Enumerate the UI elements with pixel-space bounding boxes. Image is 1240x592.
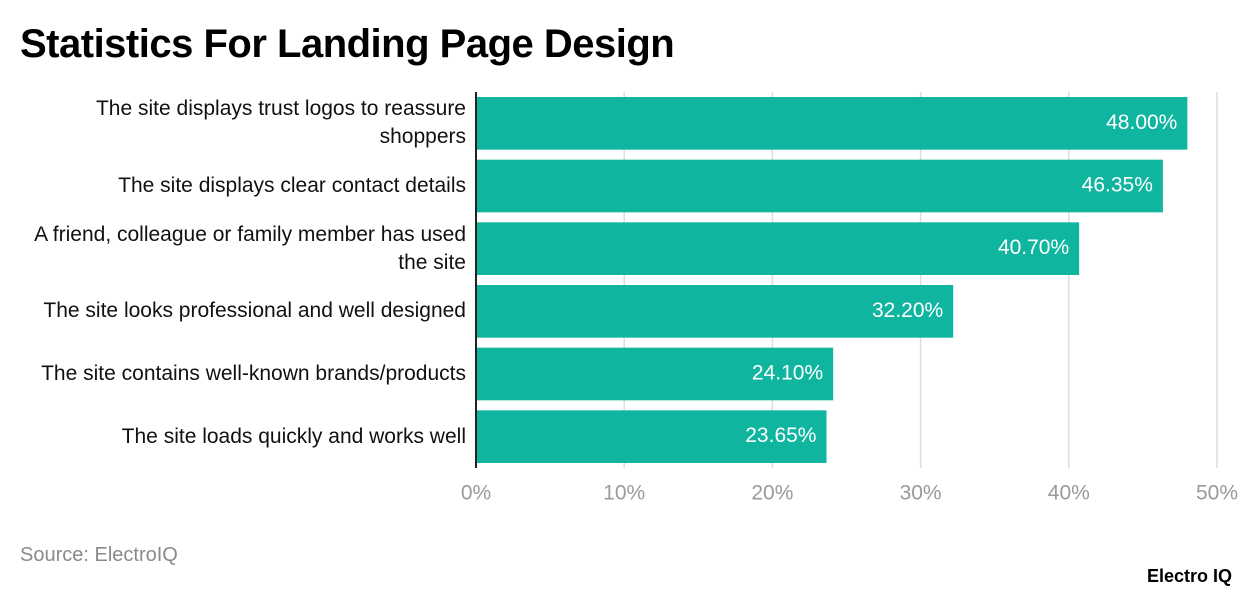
value-label: 40.70% xyxy=(998,236,1069,259)
x-tick-label: 50% xyxy=(1196,482,1238,505)
chart-title: Statistics For Landing Page Design xyxy=(20,22,675,66)
category-label: The site looks professional and well des… xyxy=(43,299,466,323)
bar xyxy=(476,159,1163,213)
category-label: The site displays clear contact details xyxy=(118,174,466,197)
brand-logo: Electro IQ xyxy=(1146,566,1232,586)
x-tick-label: 20% xyxy=(751,482,793,505)
category-label: A friend, colleague or family member has… xyxy=(34,222,466,274)
value-label: 32.20% xyxy=(872,299,943,322)
value-label: 24.10% xyxy=(752,362,823,385)
bar xyxy=(476,222,1080,275)
category-label: The site loads quickly and works well xyxy=(121,424,466,448)
value-label: 48.00% xyxy=(1106,111,1177,134)
value-label: 46.35% xyxy=(1082,174,1153,197)
x-tick-label: 0% xyxy=(461,482,491,505)
x-tick-label: 40% xyxy=(1048,482,1090,505)
category-label: The site contains well-known brands/prod… xyxy=(41,362,466,385)
bar xyxy=(476,285,954,338)
bar xyxy=(476,347,834,401)
bar xyxy=(476,97,1188,150)
value-label: 23.65% xyxy=(745,424,816,447)
source: Source: ElectroIQ xyxy=(20,544,178,566)
bar xyxy=(476,410,827,463)
category-label: The site displays trust logos to reassur… xyxy=(95,97,466,149)
x-tick-label: 30% xyxy=(900,482,942,505)
x-tick-label: 10% xyxy=(603,482,645,505)
